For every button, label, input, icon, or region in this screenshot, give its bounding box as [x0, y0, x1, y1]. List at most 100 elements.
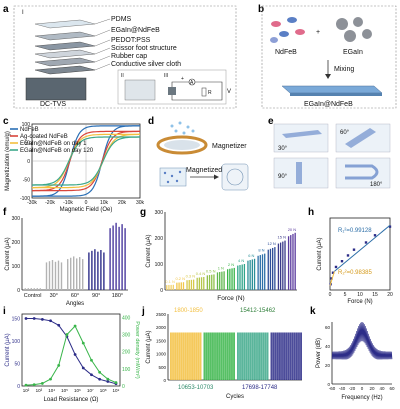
chart-g-bar [168, 285, 170, 290]
chart-g-bar [269, 248, 272, 290]
chart-f-bar [24, 288, 26, 290]
chart-g-bar [257, 255, 259, 290]
chart-j-ytick: 2500 [156, 312, 167, 317]
chart-f-bar [124, 228, 126, 290]
chart-i-load-resistance: 10² 10³ 10⁴ 10⁵ 10⁶ 10⁷ 10⁸ 10⁹0501001500100200… [5, 313, 140, 403]
chart-i-xtick: 10⁴ [48, 388, 55, 393]
chart-h-point [388, 225, 392, 228]
chart-j-ytick: 500 [158, 365, 166, 370]
chart-h-xtick: 15 [372, 292, 378, 298]
panel-j: j 0 500 1000 1500 2000 2500 1800-1850 15412-154… [141, 306, 302, 400]
chart-f-bar [33, 288, 35, 290]
chart-f-bar [60, 262, 63, 290]
chart-h-point [346, 254, 350, 257]
chart-j-segment [203, 332, 235, 380]
chart-g-bar [190, 279, 193, 290]
chart-g-data-label: 0.4 N [196, 271, 206, 276]
chart-c-xtick: 20k [118, 200, 127, 206]
chart-c-loop-upper-2 [32, 133, 140, 189]
chart-f-bar [36, 288, 38, 290]
chart-c-hysteresis: -30k -20k -10k 0 10k 20k 30k -100 -50 0 50 100 Magne… [5, 122, 145, 213]
chart-j-segment [237, 332, 269, 380]
chart-j-ytick: 0 [163, 378, 166, 383]
chart-g-bar [206, 275, 208, 290]
label-egain: EGaIn [343, 49, 363, 56]
chart-c-xlabel: Magnetic Field (Oe) [60, 207, 113, 213]
chart-g-data-label: 6 N [248, 253, 254, 258]
chart-g-bar [237, 265, 239, 290]
chart-h-point [330, 277, 333, 280]
chart-f-bar [97, 251, 99, 290]
chart-j-cycles: 0 500 1000 1500 2000 2500 1800-1850 15412-15462… [146, 308, 302, 400]
device-photo [25, 77, 87, 101]
chart-g-bar [216, 272, 219, 290]
chart-c-xtick: 0 [85, 200, 88, 206]
rubber-cap-layer [34, 57, 96, 67]
chart-k-xtick: 60 [389, 386, 395, 391]
chart-f-bar [39, 288, 41, 290]
chart-g-bar [211, 274, 213, 290]
chart-k-spectrum-line [331, 322, 393, 360]
chart-f-bar [51, 260, 54, 290]
chart-g-data-label: 12 N [267, 241, 276, 246]
chart-f-ytick: 100 [12, 264, 21, 270]
film-after-icon [221, 163, 249, 191]
inset-device-sketch [124, 79, 156, 101]
chart-g-data-label: 15 N [278, 235, 287, 240]
chart-j-seg-label: 17698-17748 [242, 385, 278, 391]
chart-f-xtick: 30° [50, 293, 58, 299]
chart-f-bar [30, 288, 32, 290]
chart-c-ytick: 0 [27, 159, 30, 165]
chart-g-bar [251, 259, 254, 290]
chart-i-frame [21, 313, 121, 387]
chart-c-loop-upper-0 [32, 125, 140, 197]
chart-g-data-label: 0.3 N [186, 274, 196, 279]
egain-droplets-icon [336, 17, 372, 42]
resistor-icon [201, 87, 207, 97]
panel-a-roman-1: I [22, 10, 24, 16]
chart-h-r2-low: R₂²=0.98385 [338, 270, 373, 276]
chart-g-bar [223, 271, 225, 290]
chart-i-line-0 [26, 318, 117, 385]
chart-g-bar [292, 233, 294, 290]
chart-i-y2tick: 200 [122, 350, 131, 356]
chart-h-r2-high: R₁²=0.99128 [338, 228, 372, 234]
chart-i-ytick: 50 [14, 362, 20, 368]
chart-g-bar [243, 264, 246, 290]
chart-i-xtick: 10⁹ [113, 388, 120, 393]
layer-label-scissor-foot: Scissor foot structure [111, 45, 177, 52]
chart-h-linear-fit: 0 5 10 15 20 R₁²=0.99128 R₂²=0.98385 Force (N) C… [317, 217, 393, 305]
panel-e-letter: e [268, 116, 274, 127]
pdms-layer [34, 19, 96, 29]
panel-h: h 0 5 10 15 20 R₁²=0.99128 R₂²=0.98385 Force (N… [308, 207, 393, 305]
chart-c-loop-lower-2 [32, 133, 140, 189]
layer-label-rubber-cap: Rubber cap [111, 53, 147, 60]
circuit-source [168, 87, 176, 95]
ndfeb-particles-icon [270, 17, 305, 43]
chart-f-bar [79, 257, 81, 290]
chart-g-bar [213, 274, 215, 290]
panel-b: b NdFeB + EGaIn Mixing EGaIn@NdFeB [258, 4, 397, 109]
chart-i-xtick: 10³ [36, 388, 43, 393]
chart-c-loop-lower-1 [32, 130, 140, 192]
chart-f-bar [27, 288, 29, 290]
chart-f-angles: 0 100 200 300 Control 30° 60° 90° 180° Angles Curr… [5, 216, 128, 307]
chart-g-bar [170, 284, 172, 290]
label-mixing: Mixing [334, 66, 354, 73]
chart-g-bar [253, 258, 256, 290]
panel-d: d Magnetizer Magnetized [148, 116, 249, 191]
chart-k-ytick: 40 [325, 344, 331, 349]
chart-f-bar [121, 224, 123, 290]
chart-c-ytick: 100 [22, 122, 31, 128]
chart-k-xlabel: Frequency (Hz) [341, 395, 382, 401]
chart-h-xtick: 10 [357, 292, 363, 298]
chart-h-point [373, 234, 377, 237]
film-before-icon [159, 167, 187, 187]
chart-k-xtick: 40 [379, 386, 385, 391]
chart-g-bar [208, 275, 211, 290]
resistor-label: R [208, 90, 212, 96]
chart-f-ytick: 300 [12, 216, 21, 222]
chart-f-bar [70, 257, 72, 290]
chart-g-bar [186, 280, 188, 290]
chart-g-bar [267, 249, 269, 290]
